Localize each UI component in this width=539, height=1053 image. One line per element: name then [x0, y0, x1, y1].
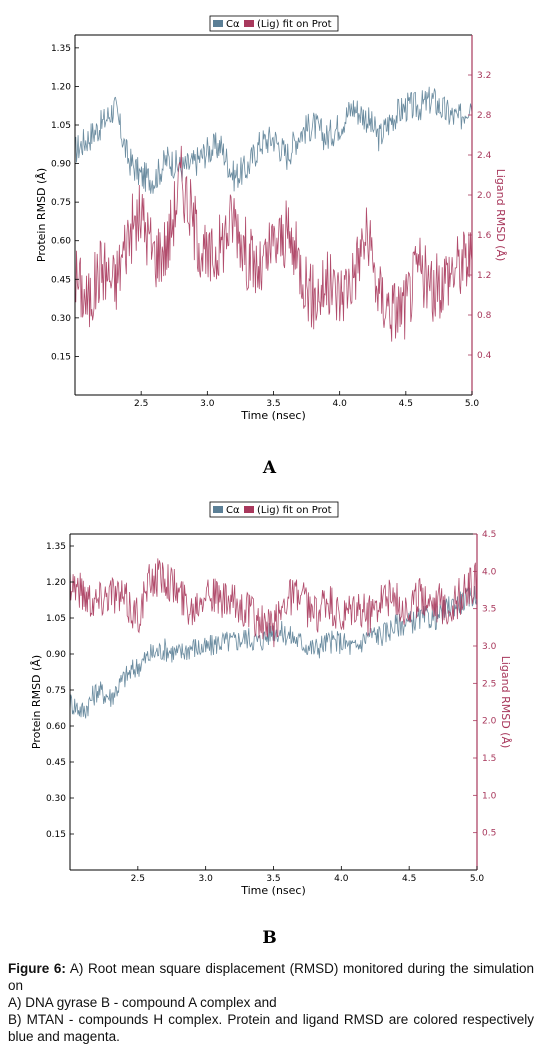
y-right-tick-label: 2.8: [477, 111, 492, 121]
x-axis-label: Time (nsec): [240, 884, 306, 897]
legend-label-calpha: Cα: [226, 19, 240, 30]
y-right-tick-label: 3.0: [482, 642, 497, 652]
x-tick-label: 3.0: [200, 399, 215, 409]
figure-label: Figure 6:: [8, 961, 66, 976]
y-left-tick-label: 1.05: [46, 614, 66, 624]
y-right-tick-label: 1.0: [482, 791, 497, 801]
y-left-tick-label: 1.35: [51, 44, 71, 54]
y-right-tick-label: 4.5: [482, 530, 496, 540]
legend-label-calpha: Cα: [226, 505, 240, 516]
x-tick-label: 4.0: [333, 399, 348, 409]
y-left-tick-label: 0.60: [51, 237, 71, 247]
y-right-tick-label: 2.0: [477, 191, 492, 201]
chart-a: 2.5 3.0 3.5 4.0 4.5 5.0 0.15 0.30 0.45 0.60 0.75 0.…: [35, 15, 507, 422]
y-left-tick-label: 0.45: [51, 275, 71, 285]
x-tick-label: 3.0: [199, 874, 214, 884]
series-line-ligand: [74, 145, 473, 342]
y-left-tick-label: 0.15: [51, 352, 71, 362]
y-right-tick-label: 0.8: [477, 311, 492, 321]
y-right-tick-label: 3.5: [482, 605, 496, 615]
legend-label-ligand: (Lig) fit on Prot: [257, 505, 332, 516]
legend-swatch-ligand: [244, 20, 254, 27]
y-right-tick-label: 2.5: [482, 679, 496, 689]
y-left-tick-label: 0.45: [46, 758, 66, 768]
legend-label-ligand: (Lig) fit on Prot: [257, 19, 332, 30]
y-left-tick-label: 1.05: [51, 121, 71, 131]
y-right-tick-label: 2.4: [477, 151, 492, 161]
y-left-tick-label: 0.90: [51, 160, 71, 170]
legend-swatch-calpha: [213, 506, 223, 513]
x-tick-label: 3.5: [266, 874, 280, 884]
y-right-tick-label: 1.2: [477, 271, 491, 281]
figure-caption: Figure 6: A) Root mean square displaceme…: [8, 960, 534, 1045]
caption-line-1: A) Root mean square displacement (RMSD) …: [8, 961, 534, 993]
caption-line-3: B) MTAN - compounds H complex. Protein a…: [8, 1012, 534, 1044]
panel-label-b: B: [262, 928, 277, 948]
x-tick-label: 4.0: [334, 874, 349, 884]
y-right-tick-label: 1.6: [477, 231, 492, 241]
y-right-axis-label: Ligand RMSD (Å): [494, 169, 507, 262]
series-line-calpha: [74, 86, 473, 194]
y-left-tick-label: 1.20: [46, 578, 66, 588]
x-tick-label: 3.5: [266, 399, 280, 409]
x-tick-label: 5.0: [465, 399, 480, 409]
y-left-axis-label: Protein RMSD (Å): [30, 655, 43, 749]
x-axis-label: Time (nsec): [240, 409, 306, 422]
y-right-tick-label: 0.4: [477, 351, 492, 361]
y-left-axis-label: Protein RMSD (Å): [35, 168, 48, 262]
x-tick-label: 5.0: [470, 874, 485, 884]
y-right-tick-label: 3.2: [477, 71, 491, 81]
x-tick-label: 2.5: [131, 874, 145, 884]
y-left-tick-label: 0.30: [46, 794, 66, 804]
y-left-tick-label: 1.20: [51, 82, 71, 92]
x-tick-label: 2.5: [134, 399, 148, 409]
x-tick-label: 4.5: [402, 874, 416, 884]
y-left-tick-label: 0.15: [46, 830, 66, 840]
y-right-axis-label: Ligand RMSD (Å): [499, 656, 512, 749]
legend-box: [209, 501, 339, 518]
y-right-tick-label: 2.0: [482, 717, 497, 727]
y-left-tick-label: 0.30: [51, 314, 71, 324]
y-left-tick-label: 1.35: [46, 542, 66, 552]
y-right-tick-label: 0.5: [482, 829, 496, 839]
y-left-tick-label: 0.75: [51, 198, 71, 208]
caption-line-2: A) DNA gyrase B - compound A complex and: [8, 995, 277, 1010]
y-right-tick-label: 1.5: [482, 754, 496, 764]
y-left-tick-label: 0.75: [46, 686, 66, 696]
series-line-ligand: [69, 558, 478, 648]
y-left-tick-label: 0.60: [46, 722, 66, 732]
panel-label-a: A: [262, 458, 277, 478]
y-right-tick-label: 4.0: [482, 567, 497, 577]
y-left-tick-label: 0.90: [46, 650, 66, 660]
legend-box: [209, 15, 339, 32]
x-tick-label: 4.5: [399, 399, 413, 409]
legend-swatch-ligand: [244, 506, 254, 513]
chart-b: 2.5 3.0 3.5 4.0 4.5 5.0 0.15 0.30 0.45 0.60 0.75 0.…: [30, 501, 512, 897]
legend-swatch-calpha: [213, 20, 223, 27]
